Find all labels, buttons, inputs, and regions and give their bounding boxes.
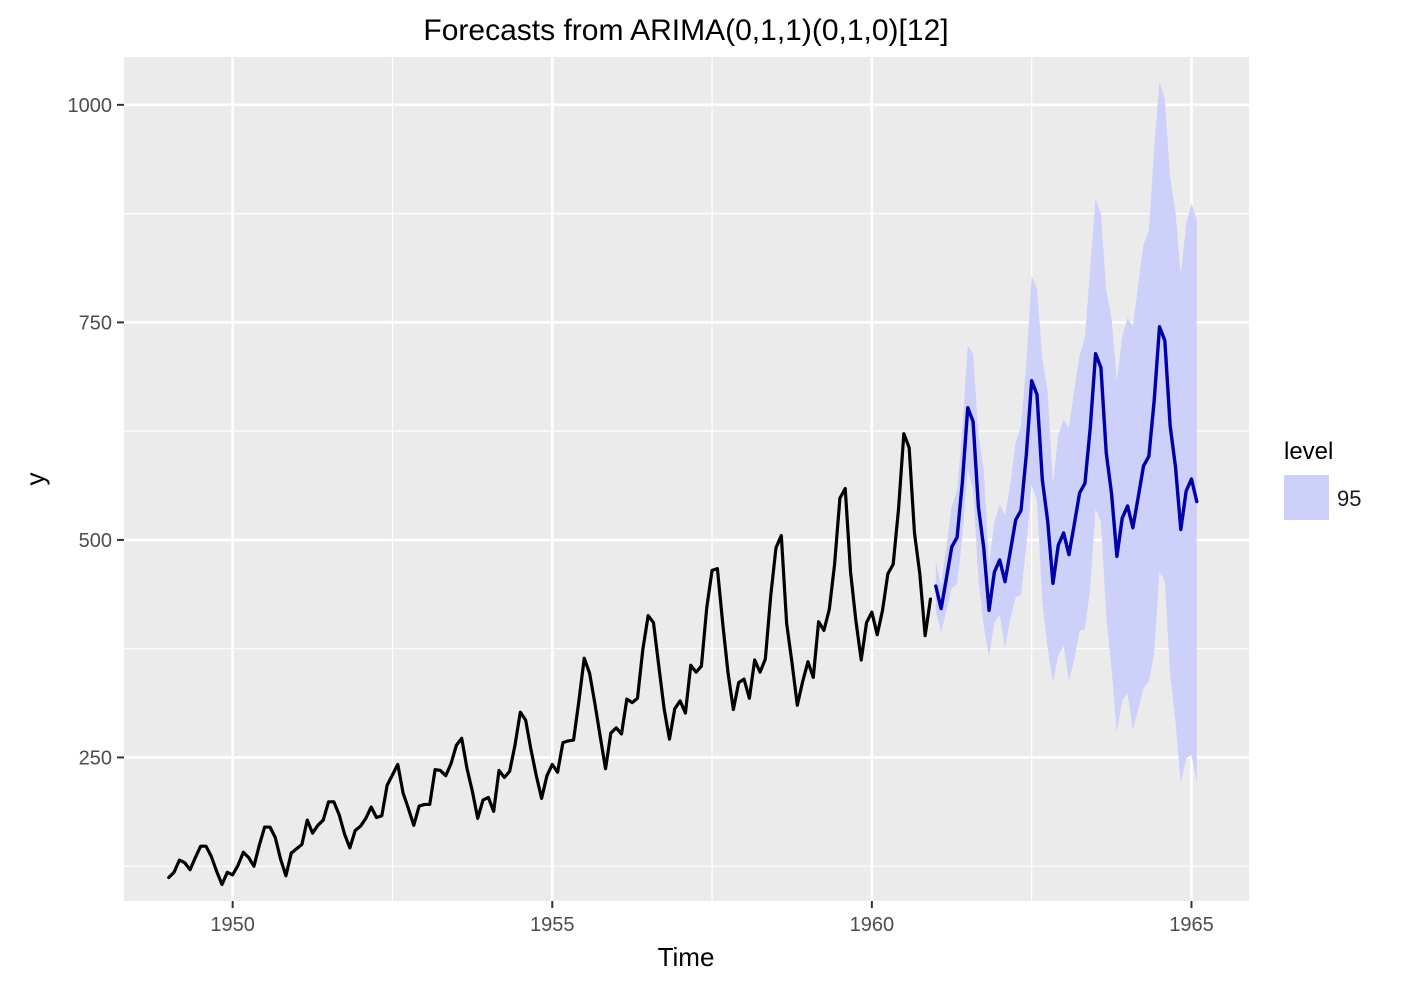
y-tick-label: 250 bbox=[79, 747, 112, 769]
y-axis: 250 500 750 1000 bbox=[68, 95, 124, 769]
legend-label-95: 95 bbox=[1337, 486, 1361, 511]
series-line-layer bbox=[167, 325, 1199, 887]
y-tick-label: 1000 bbox=[68, 95, 113, 117]
x-axis-title: Time bbox=[658, 942, 715, 972]
forecast-interval-95 bbox=[935, 81, 1197, 784]
history-line bbox=[167, 432, 933, 887]
forecast-mean-line bbox=[934, 325, 1199, 613]
chart-title: Forecasts from ARIMA(0,1,1)(0,1,0)[12] bbox=[423, 14, 948, 47]
x-tick-label: 1960 bbox=[850, 914, 895, 936]
y-tick-label: 750 bbox=[79, 312, 112, 334]
y-tick-label: 500 bbox=[79, 530, 112, 552]
y-axis-title: y bbox=[20, 473, 50, 486]
legend-key-95 bbox=[1284, 475, 1329, 520]
x-tick-label: 1950 bbox=[210, 914, 255, 936]
x-axis: 1950 1955 1960 1965 bbox=[210, 901, 1214, 936]
x-tick-label: 1965 bbox=[1169, 914, 1214, 936]
x-tick-label: 1955 bbox=[530, 914, 575, 936]
legend: level 95 bbox=[1284, 438, 1361, 520]
forecast-interval-layer bbox=[935, 81, 1197, 784]
legend-title: level bbox=[1284, 438, 1333, 465]
